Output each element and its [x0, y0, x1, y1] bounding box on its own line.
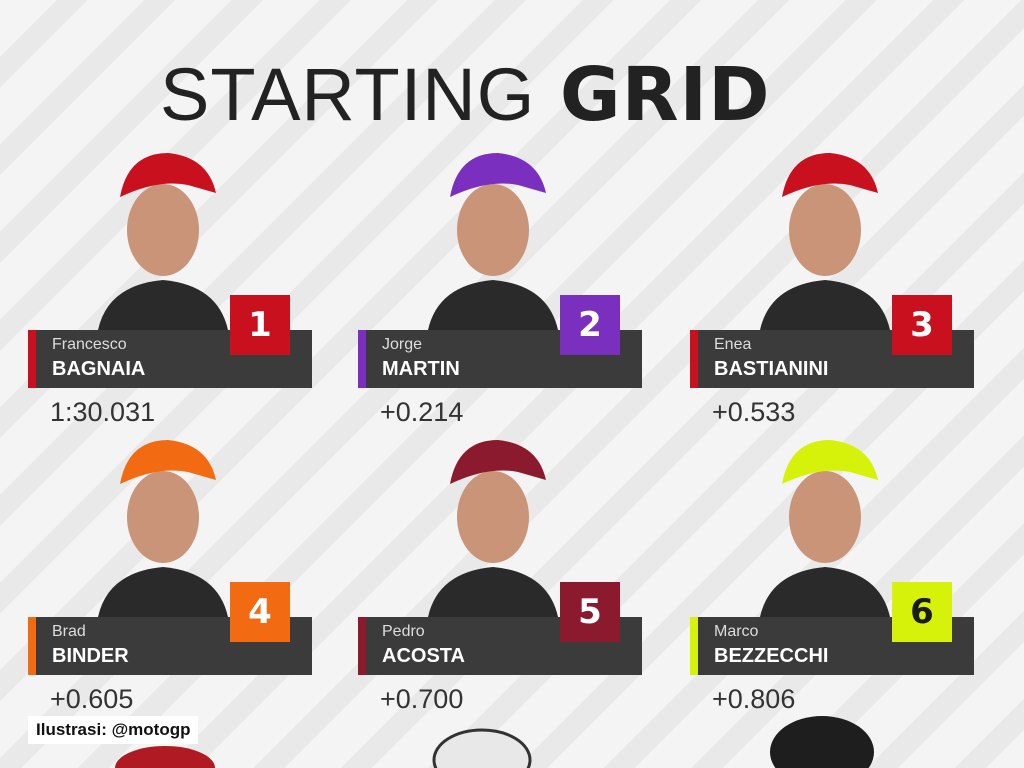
last-name: BINDER: [52, 645, 129, 667]
portrait: [760, 440, 890, 617]
rider-card: Enea BASTIANINI 3 +0.533: [690, 135, 980, 427]
rider-card: Francesco BAGNAIA 1 1:30.031: [28, 135, 318, 427]
title-bold: GRID: [559, 52, 771, 138]
last-name: BEZZECCHI: [714, 645, 829, 667]
rider-photo: [98, 135, 228, 330]
position: 5: [560, 582, 620, 642]
rider-card: Jorge MARTIN 2 +0.214: [358, 135, 648, 427]
team-accent: [358, 617, 366, 675]
team-accent: [358, 330, 366, 388]
rider-card: Brad BINDER 4 +0.605: [28, 422, 318, 714]
portrait: [428, 440, 558, 617]
lap-time: +0.605: [50, 684, 134, 714]
team-accent: [28, 330, 36, 388]
team-accent: [690, 330, 698, 388]
first-name: Marco: [714, 623, 759, 640]
rider-card: Marco BEZZECCHI 6 +0.806: [690, 422, 980, 714]
name-bar: Enea BASTIANINI: [690, 330, 974, 388]
last-name: BASTIANINI: [714, 358, 829, 380]
position: 3: [892, 295, 952, 355]
rider-photo: [428, 422, 558, 617]
position: 6: [892, 582, 952, 642]
first-name: Pedro: [382, 623, 425, 640]
name-bar: Francesco BAGNAIA: [28, 330, 312, 388]
rider-photo: [98, 422, 228, 617]
rider-photo: [760, 422, 890, 617]
position: 2: [560, 295, 620, 355]
team-accent: [690, 617, 698, 675]
caption: Ilustrasi: @motogp: [28, 716, 199, 744]
title-light: STARTING: [160, 53, 536, 136]
team-accent: [28, 617, 36, 675]
first-name: Enea: [714, 336, 752, 353]
first-name: Jorge: [382, 336, 423, 353]
first-name: Brad: [52, 623, 86, 640]
lap-time: 1:30.031: [50, 397, 156, 427]
lap-time: +0.700: [380, 684, 464, 714]
lap-time: +0.533: [712, 397, 796, 427]
title: STARTING GRID: [160, 52, 771, 138]
portrait: [760, 153, 890, 330]
portrait: [98, 153, 228, 330]
portrait: [428, 153, 558, 330]
last-name: BAGNAIA: [52, 358, 146, 380]
rider-photo: [428, 135, 558, 330]
last-name: MARTIN: [382, 358, 460, 380]
name-bar: Jorge MARTIN: [358, 330, 642, 388]
portrait: [98, 440, 228, 617]
position: 4: [230, 582, 290, 642]
position: 1: [230, 295, 290, 355]
lap-time: +0.214: [380, 397, 464, 427]
rider-card: Pedro ACOSTA 5 +0.700: [358, 422, 648, 714]
last-name: ACOSTA: [382, 645, 465, 667]
rider-photo: [760, 135, 890, 330]
lap-time: +0.806: [712, 684, 796, 714]
first-name: Francesco: [52, 336, 127, 353]
